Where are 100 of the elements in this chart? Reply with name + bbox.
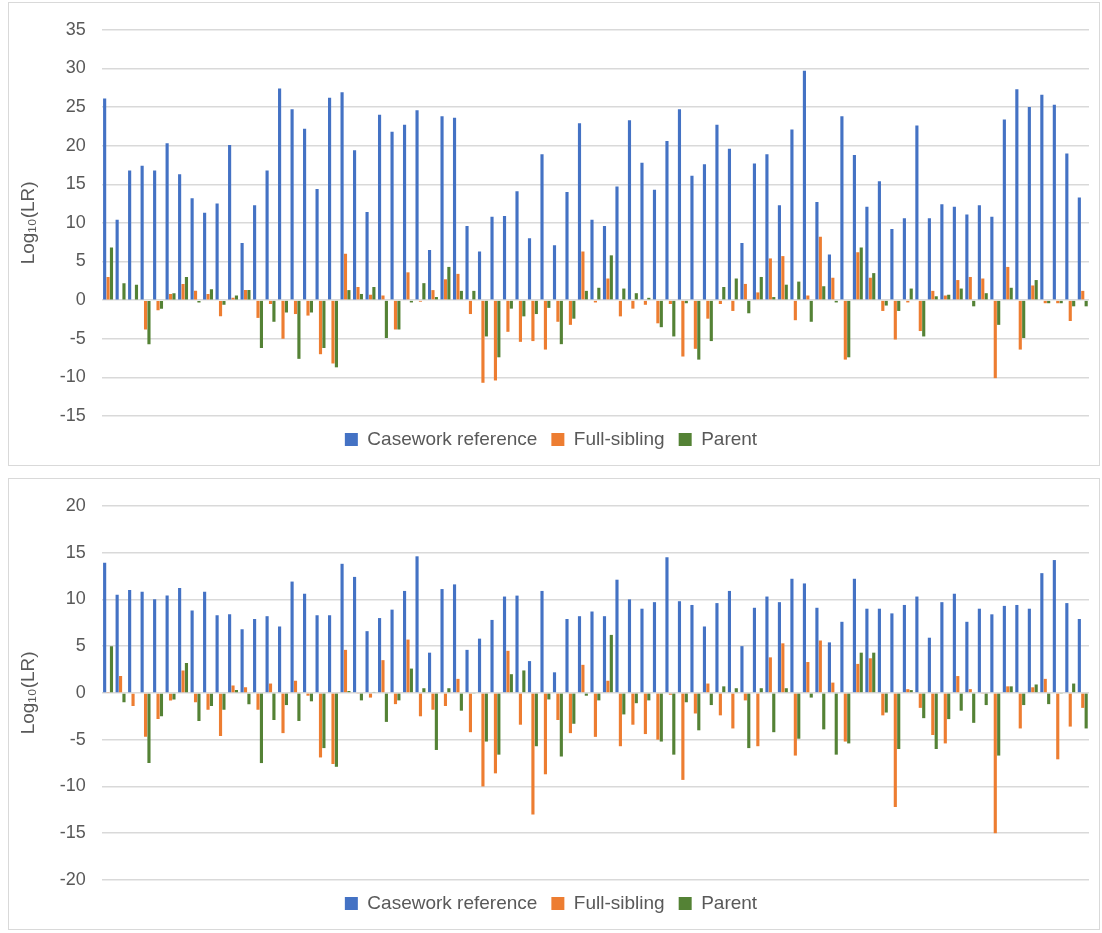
bar (602, 616, 607, 693)
bar (356, 287, 360, 300)
bar (697, 300, 701, 360)
bar (140, 165, 144, 300)
bar (156, 300, 160, 311)
bar (797, 281, 801, 300)
bar (802, 70, 806, 300)
bar (372, 287, 376, 300)
bar (243, 687, 248, 693)
bar (497, 693, 501, 755)
bar (422, 283, 426, 300)
bar (422, 688, 426, 693)
bar (222, 693, 226, 710)
bar (1040, 94, 1044, 300)
bar (784, 688, 788, 693)
bar (131, 693, 135, 706)
bar (827, 642, 831, 693)
bar (452, 584, 457, 693)
bar (915, 125, 919, 300)
bar (493, 693, 498, 774)
bar (256, 300, 260, 318)
bar (184, 662, 189, 693)
bar (634, 693, 638, 704)
bar (834, 693, 838, 755)
bar (618, 300, 622, 317)
bar (709, 693, 713, 706)
bar (253, 619, 257, 693)
bar (643, 693, 647, 735)
bar (977, 205, 981, 300)
bar (531, 300, 535, 342)
bar (627, 599, 632, 693)
bar (218, 693, 223, 736)
bar (777, 602, 781, 693)
bar (927, 637, 931, 693)
bar (802, 583, 806, 693)
bar (390, 131, 394, 300)
bar (1052, 104, 1056, 300)
bar (259, 693, 263, 764)
bar (134, 284, 139, 300)
bar (965, 621, 969, 693)
bar (1031, 285, 1035, 300)
bar (1081, 693, 1085, 708)
bar (172, 693, 176, 700)
bar (118, 676, 123, 693)
bar (456, 273, 460, 300)
y-tick-label: 15 (65, 541, 86, 562)
bar (256, 693, 260, 710)
bar (1056, 693, 1060, 760)
bar (190, 198, 194, 300)
bar (747, 300, 751, 314)
bar (743, 283, 747, 300)
bar (581, 664, 585, 693)
bar (859, 652, 863, 693)
y-tick-label: 15 (65, 173, 86, 194)
bar (384, 300, 388, 338)
bar (322, 300, 326, 349)
bar (815, 607, 819, 693)
bar (318, 693, 323, 758)
bar (665, 557, 669, 693)
bar (527, 661, 532, 693)
bar (715, 124, 719, 300)
bar (181, 670, 185, 693)
bar (693, 693, 697, 714)
bar (872, 652, 876, 693)
bar (997, 300, 1001, 325)
bar (843, 693, 847, 742)
legend-label: Casework reference (367, 891, 538, 913)
bar (328, 615, 332, 693)
bar (272, 300, 276, 322)
y-tick-label: 35 (65, 18, 86, 39)
bar (931, 693, 935, 735)
bar (284, 693, 288, 706)
bar (1027, 608, 1031, 693)
bar (677, 601, 682, 693)
bar (918, 300, 922, 332)
bar (847, 693, 851, 744)
bar (681, 300, 685, 357)
bar (1022, 300, 1026, 338)
bar (693, 300, 697, 349)
bar (322, 693, 326, 749)
bar (915, 596, 919, 693)
bar (197, 693, 201, 721)
bar (540, 154, 544, 300)
bar (640, 608, 644, 693)
bar (153, 170, 157, 300)
bar (115, 594, 119, 693)
bar (393, 300, 398, 330)
bar (240, 242, 244, 300)
bar (965, 214, 969, 300)
bar (631, 693, 635, 725)
bar (1068, 300, 1072, 321)
bar (109, 646, 114, 693)
bar (768, 657, 772, 693)
bar (565, 192, 569, 300)
bar (1009, 287, 1013, 300)
bar (543, 300, 547, 350)
bar (981, 278, 985, 300)
bar (690, 175, 694, 300)
bar (702, 626, 707, 693)
y-tick-label: 20 (65, 494, 86, 515)
